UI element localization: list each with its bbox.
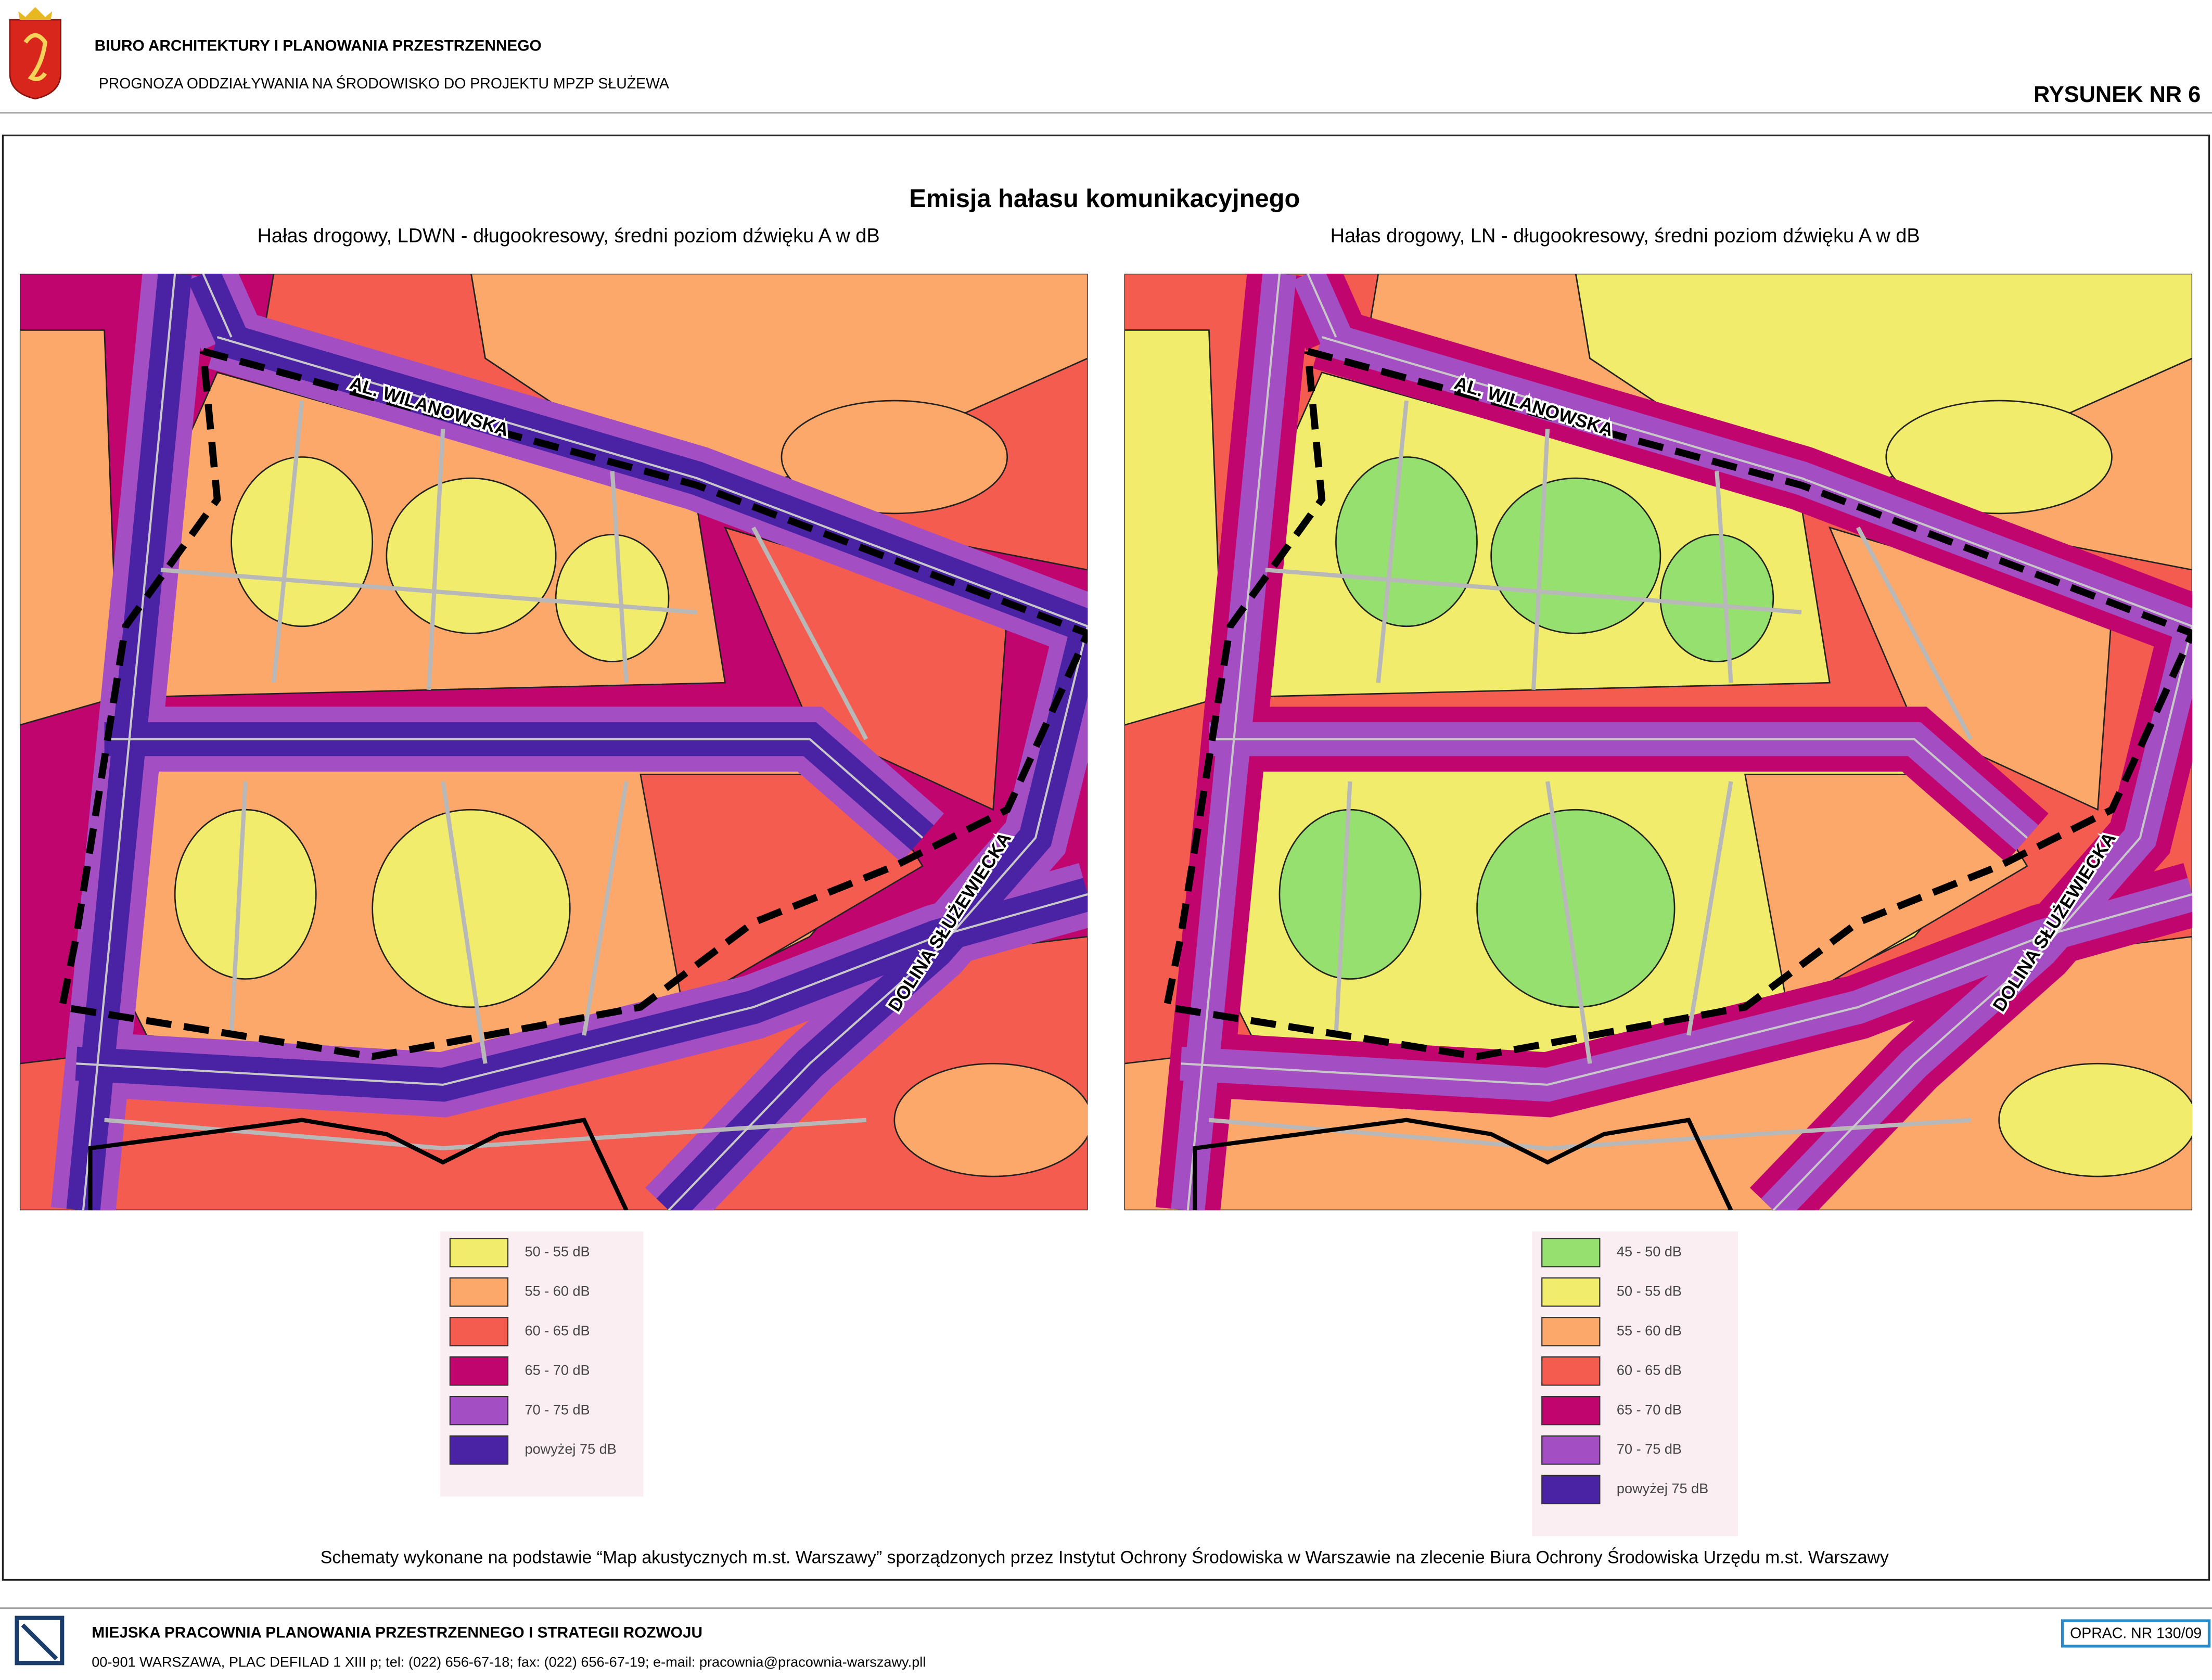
noise-zone	[1490, 477, 1661, 634]
legend-label: powyżej 75 dB	[525, 1441, 617, 1457]
noise-zone	[231, 456, 374, 627]
legend-label: 65 - 70 dB	[1617, 1401, 1682, 1417]
noise-zone	[19, 329, 120, 726]
road-edge	[1307, 273, 1337, 338]
plan-boundary	[1162, 348, 2193, 1060]
legend-label: 60 - 65 dB	[1617, 1362, 1682, 1378]
road-edge	[76, 893, 1088, 1086]
noise-zone	[640, 774, 924, 1008]
road-edge	[1321, 336, 2193, 627]
legend-swatch	[449, 1435, 509, 1465]
noise-zone	[893, 1062, 1088, 1177]
noise-zone	[1659, 534, 1774, 662]
street	[1545, 781, 1592, 1064]
street	[751, 527, 868, 740]
noise-zone	[386, 477, 557, 634]
noise-zone	[1885, 400, 2113, 515]
street	[610, 471, 629, 683]
street	[427, 428, 445, 690]
road-edge	[1772, 626, 2193, 1211]
map-subtitle: Hałas drogowy, LDWN - długookresowy, śre…	[257, 225, 879, 247]
road-edge	[1186, 273, 1281, 1211]
map-subtitle: Hałas drogowy, LN - długookresowy, średn…	[1331, 225, 1920, 247]
legend-swatch	[449, 1395, 509, 1426]
legend-swatch	[1541, 1317, 1601, 1346]
legend-swatch	[1541, 1277, 1601, 1307]
legend-swatch	[1541, 1356, 1601, 1386]
legend-label: 50 - 55 dB	[525, 1243, 590, 1260]
legend-label: powyżej 75 dB	[1617, 1480, 1708, 1496]
street	[441, 781, 488, 1064]
studio-logo	[15, 1615, 65, 1665]
noise-zone	[174, 809, 317, 980]
legend-swatch	[449, 1238, 509, 1267]
district-line	[1193, 1118, 1733, 1211]
street	[229, 781, 248, 1036]
street	[1531, 428, 1550, 690]
source-note: Schematy wykonane na podstawie “Map akus…	[321, 1547, 1889, 1568]
header-subtitle: PROGNOZA ODDZIAŁYWANIA NA ŚRODOWISKO DO …	[99, 75, 669, 92]
ref-number: OPRAC. NR 130/09	[2070, 1625, 2202, 1641]
legend-swatch	[449, 1356, 509, 1386]
district-line	[88, 1118, 629, 1211]
street	[271, 400, 304, 683]
street	[582, 781, 629, 1036]
drawing-number: RYSUNEK NR 6	[2034, 82, 2201, 107]
road-edge	[202, 273, 233, 338]
header-org: BIURO ARCHITEKTURY I PLANOWANIA PRZESTRZ…	[95, 37, 542, 54]
street	[1686, 781, 1733, 1036]
noise-zone	[1335, 456, 1478, 627]
plan-boundary	[58, 348, 1088, 1060]
road-edge	[82, 273, 176, 1211]
main-title: Emisja hałasu komunikacyjnego	[909, 185, 1300, 213]
legend-swatch	[1541, 1474, 1601, 1505]
legend-swatch	[1541, 1238, 1601, 1267]
legend-swatch	[449, 1277, 509, 1307]
legend-label: 55 - 60 dB	[1617, 1322, 1682, 1338]
street	[1376, 400, 1409, 683]
footer-address: 00-901 WARSZAWA, PLAC DEFILAD 1 XIII p; …	[92, 1654, 926, 1670]
legend-label: 60 - 65 dB	[525, 1322, 590, 1338]
noise-zone	[1744, 774, 2028, 1008]
legend-label: 50 - 55 dB	[1617, 1283, 1682, 1299]
legend-label: 55 - 60 dB	[525, 1283, 590, 1299]
legend-swatch	[1541, 1395, 1601, 1426]
street	[1334, 781, 1352, 1036]
road-edge	[1181, 893, 2193, 1086]
road-edge	[104, 738, 924, 839]
street	[1265, 568, 1802, 614]
legend-label: 65 - 70 dB	[525, 1362, 590, 1378]
legend-label: 70 - 75 dB	[525, 1401, 590, 1417]
legend-swatch	[1541, 1435, 1601, 1465]
noise-zone	[781, 400, 1008, 515]
noise-zone	[1476, 809, 1676, 1008]
noise-zone	[555, 534, 670, 662]
road-edge	[216, 336, 1088, 627]
city-logo	[9, 7, 61, 100]
ref-box	[2061, 1619, 2211, 1648]
legend-label: 70 - 75 dB	[1617, 1441, 1682, 1457]
road-edge	[668, 626, 1088, 1211]
noise-zone	[1998, 1062, 2193, 1177]
legend-label: 45 - 50 dB	[1617, 1243, 1682, 1260]
street	[1715, 471, 1733, 683]
noise-zone	[1278, 809, 1422, 980]
footer-org: MIEJSKA PRACOWNIA PLANOWANIA PRZESTRZENN…	[92, 1624, 702, 1641]
street	[1856, 527, 1973, 740]
road-edge	[1209, 738, 2028, 839]
noise-zone	[1124, 329, 1224, 726]
street	[160, 568, 697, 614]
legend-swatch	[449, 1317, 509, 1346]
frame	[2, 134, 2210, 1581]
noise-zone	[372, 809, 571, 1008]
